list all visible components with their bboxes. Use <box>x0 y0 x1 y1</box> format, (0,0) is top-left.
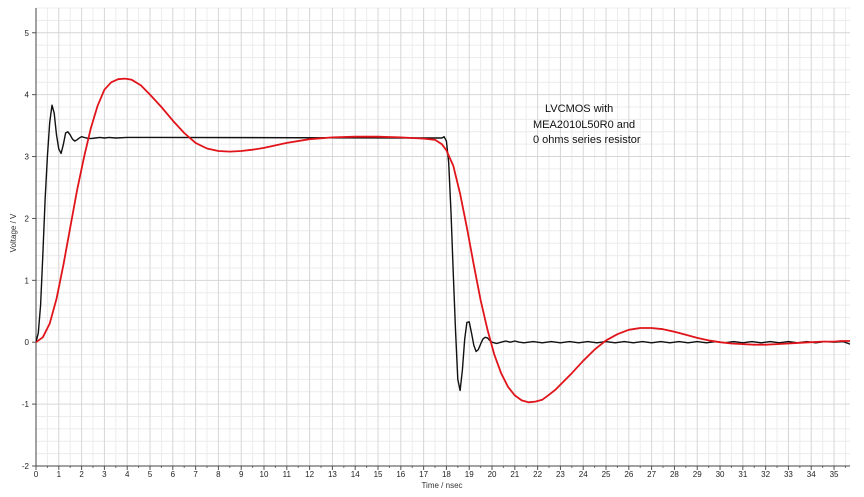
x-tick-label: 18 <box>442 470 451 479</box>
x-tick-label: 26 <box>624 470 633 479</box>
annotation: LVCMOS with MEA2010L50R0 and 0 ohms seri… <box>533 103 641 146</box>
x-tick-label: 13 <box>328 470 337 479</box>
y-tick-label: 4 <box>25 91 30 100</box>
x-tick-label: 33 <box>784 470 793 479</box>
y-tick-labels: -2 -1 0 1 2 3 4 5 <box>22 29 30 471</box>
x-tick-label: 6 <box>171 470 176 479</box>
y-tick-label: 0 <box>25 338 30 347</box>
x-tick-label: 7 <box>193 470 198 479</box>
x-tick-label: 12 <box>305 470 314 479</box>
x-tick-label: 3 <box>102 470 107 479</box>
y-tick-label: -1 <box>22 400 30 409</box>
x-tick-label: 8 <box>216 470 221 479</box>
x-tick-label: 22 <box>533 470 542 479</box>
minor-grid <box>36 7 850 466</box>
axes <box>32 8 850 470</box>
x-tick-label: 16 <box>396 470 405 479</box>
x-tick-label: 34 <box>807 470 816 479</box>
x-tick-label: 9 <box>239 470 244 479</box>
x-tick-label: 17 <box>419 470 428 479</box>
major-grid <box>36 8 850 467</box>
x-tick-label: 29 <box>693 470 702 479</box>
y-tick-label: 2 <box>25 214 30 223</box>
series-group <box>35 77 851 404</box>
x-tick-label: 20 <box>488 470 497 479</box>
y-tick-label: 3 <box>25 153 30 162</box>
x-axis-title: Time / nsec <box>421 481 462 490</box>
x-tick-label: 21 <box>510 470 519 479</box>
x-tick-label: 25 <box>602 470 611 479</box>
x-tick-label: 10 <box>260 470 269 479</box>
annotation-line-2: MEA2010L50R0 and <box>533 119 635 131</box>
x-tick-label: 32 <box>761 470 770 479</box>
annotation-line-3: 0 ohms series resistor <box>533 134 641 146</box>
x-tick-label: 2 <box>79 470 84 479</box>
x-tick-label: 1 <box>57 470 62 479</box>
x-tick-label: 5 <box>148 470 153 479</box>
x-tick-label: 4 <box>125 470 130 479</box>
series-line-2 <box>35 77 850 404</box>
x-tick-label: 15 <box>374 470 383 479</box>
x-tick-label: 23 <box>556 470 565 479</box>
x-tick-label: 27 <box>647 470 656 479</box>
x-tick-labels: 0 1 2 3 4 5 6 7 8 9 10 11 12 13 14 15 16 17 18 19 20 21 22 23 24… <box>34 470 839 479</box>
x-tick-label: 11 <box>283 470 292 479</box>
x-tick-label: 0 <box>34 470 39 479</box>
y-tick-label: 1 <box>25 276 30 285</box>
x-tick-label: 31 <box>738 470 747 479</box>
x-tick-label: 14 <box>351 470 360 479</box>
x-tick-label: 24 <box>579 470 588 479</box>
y-tick-label: -2 <box>22 462 30 471</box>
x-tick-label: 35 <box>830 470 839 479</box>
x-tick-label: 30 <box>716 470 725 479</box>
y-axis-title: Voltage / V <box>9 213 18 252</box>
series-line-1 <box>35 104 851 392</box>
annotation-line-1: LVCMOS with <box>545 103 613 115</box>
x-tick-label: 28 <box>670 470 679 479</box>
x-tick-label: 19 <box>465 470 474 479</box>
y-tick-label: 5 <box>25 29 30 38</box>
